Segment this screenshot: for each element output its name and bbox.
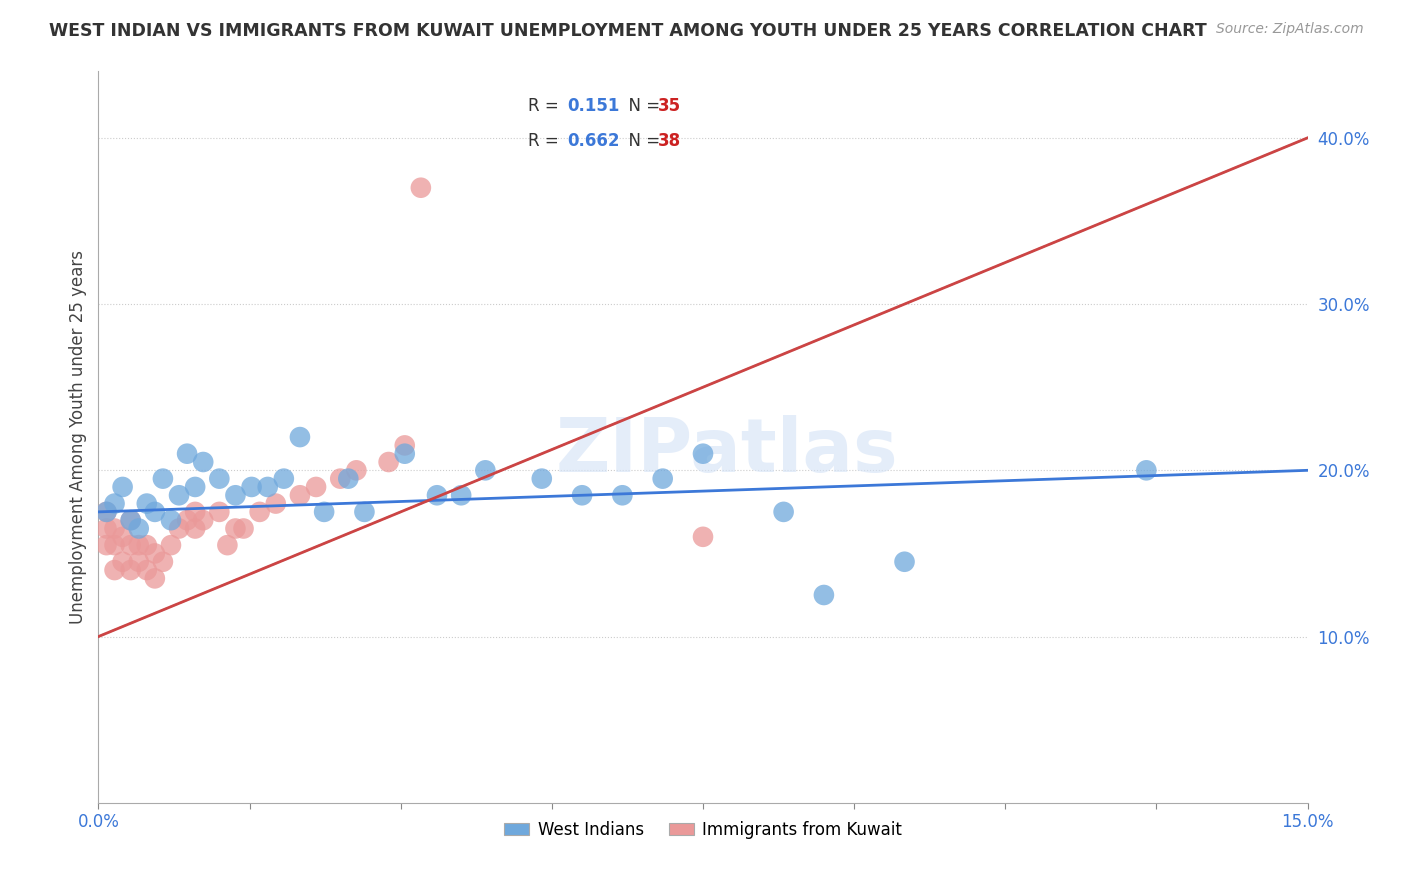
Point [193,455,215,469]
Point [217,538,239,552]
Point [103,538,125,552]
Legend: West Indians, Immigrants from Kuwait: West Indians, Immigrants from Kuwait [498,814,908,846]
Point [288,430,311,444]
Point [135,538,157,552]
Text: N =: N = [619,97,665,115]
Point [474,463,496,477]
Point [120,513,142,527]
Point [128,538,150,552]
Point [143,505,166,519]
Point [184,521,207,535]
Point [96,505,118,519]
Point [409,180,432,194]
Point [111,555,134,569]
Point [651,472,673,486]
Point [160,538,183,552]
Point [143,571,166,585]
Point [692,530,714,544]
Point [353,505,375,519]
Point [571,488,593,502]
Point [103,497,125,511]
Point [305,480,328,494]
Point [813,588,835,602]
Point [167,488,190,502]
Point [135,497,157,511]
Point [176,513,198,527]
Point [240,480,263,494]
Point [152,555,174,569]
Point [612,488,634,502]
Point [893,555,915,569]
Point [103,521,125,535]
Point [96,538,118,552]
Point [530,472,553,486]
Point [111,480,134,494]
Point [314,505,336,519]
Point [96,521,118,535]
Point [1135,463,1157,477]
Text: WEST INDIAN VS IMMIGRANTS FROM KUWAIT UNEMPLOYMENT AMONG YOUTH UNDER 25 YEARS CO: WEST INDIAN VS IMMIGRANTS FROM KUWAIT UN… [49,22,1206,40]
Point [135,563,157,577]
Point [249,505,271,519]
Point [184,505,207,519]
Text: ZIPatlas: ZIPatlas [555,415,898,488]
Point [128,521,150,535]
Point [232,521,254,535]
Point [288,488,311,502]
Point [224,521,246,535]
Point [208,472,231,486]
Point [120,563,142,577]
Point [152,472,174,486]
Point [120,538,142,552]
Point [224,488,246,502]
Text: 38: 38 [658,132,682,150]
Point [450,488,472,502]
Point [394,438,416,452]
Point [160,513,183,527]
Y-axis label: Unemployment Among Youth under 25 years: Unemployment Among Youth under 25 years [69,250,87,624]
Point [103,563,125,577]
Point [96,505,118,519]
Point [426,488,449,502]
Point [692,447,714,461]
Point [167,521,190,535]
Point [128,555,150,569]
Point [256,480,278,494]
Text: R =: R = [527,97,564,115]
Point [176,447,198,461]
Text: N =: N = [619,132,665,150]
Point [329,472,352,486]
Text: Source: ZipAtlas.com: Source: ZipAtlas.com [1216,22,1364,37]
Point [111,530,134,544]
Point [143,546,166,560]
Point [394,447,416,461]
Text: R =: R = [527,132,564,150]
Point [264,497,287,511]
Text: 35: 35 [658,97,682,115]
Text: 0.662: 0.662 [568,132,620,150]
Point [772,505,794,519]
Point [184,480,207,494]
Point [337,472,360,486]
Point [193,513,215,527]
Point [344,463,367,477]
Text: 0.151: 0.151 [568,97,620,115]
Point [273,472,295,486]
Point [120,513,142,527]
Point [377,455,399,469]
Point [208,505,231,519]
